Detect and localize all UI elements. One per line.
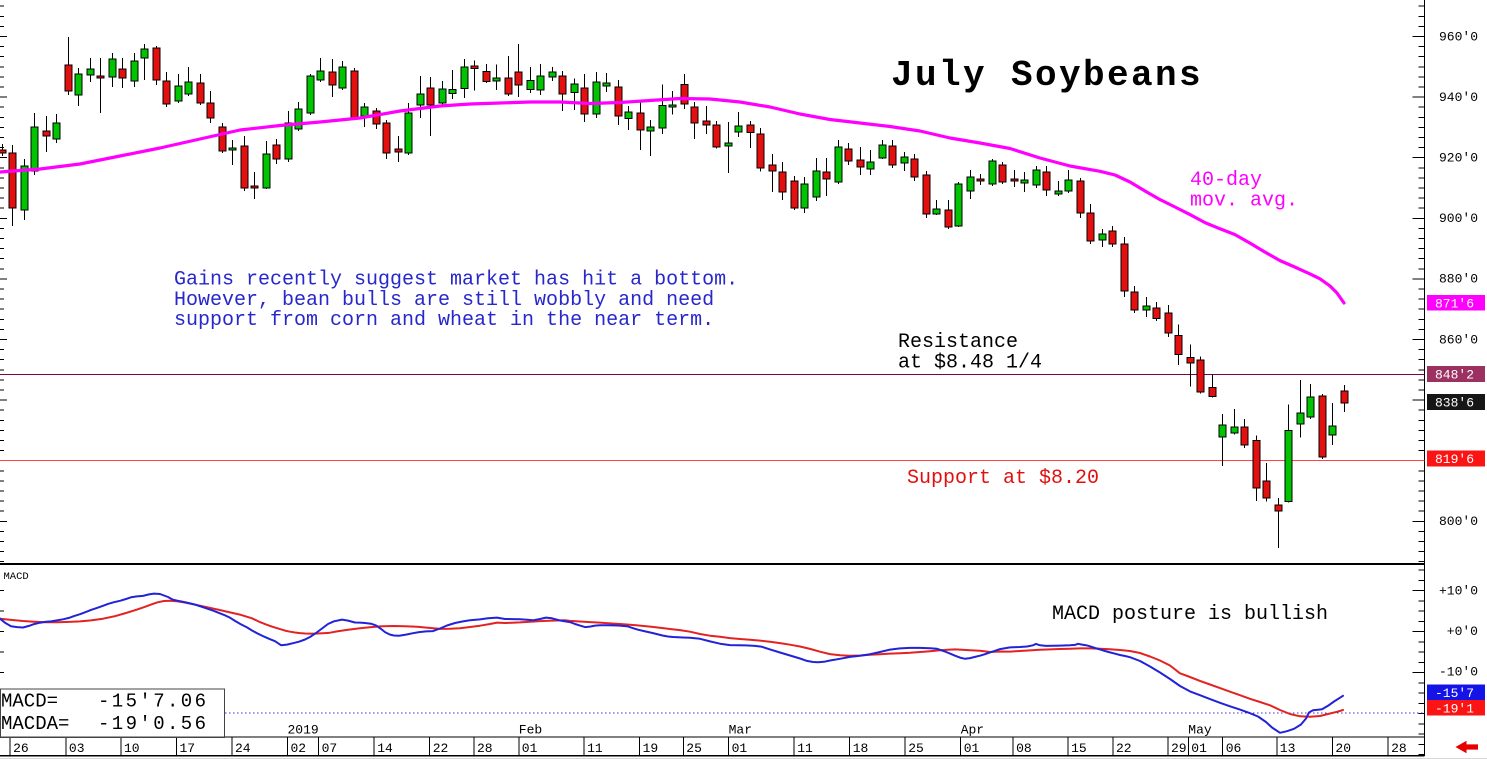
svg-text:920'0: 920'0 bbox=[1439, 151, 1478, 166]
svg-text:03: 03 bbox=[69, 741, 85, 756]
svg-text:+0'0: +0'0 bbox=[1447, 624, 1478, 639]
svg-text:11: 11 bbox=[797, 741, 813, 756]
svg-text:Mar: Mar bbox=[729, 723, 752, 738]
svg-text:22: 22 bbox=[1116, 741, 1132, 756]
svg-text:838'6: 838'6 bbox=[1435, 396, 1474, 411]
svg-text:-19'0.56: -19'0.56 bbox=[98, 713, 208, 735]
svg-text:900'0: 900'0 bbox=[1439, 211, 1478, 226]
svg-text:Gains recently suggest market: Gains recently suggest market has hit a … bbox=[174, 269, 738, 292]
svg-text:871'6: 871'6 bbox=[1435, 296, 1474, 311]
svg-text:at $8.48 1/4: at $8.48 1/4 bbox=[898, 351, 1042, 374]
svg-text:25: 25 bbox=[686, 741, 702, 756]
svg-text:MACD: MACD bbox=[4, 571, 29, 583]
svg-text:MACD posture is bullish: MACD posture is bullish bbox=[1052, 603, 1328, 626]
svg-text:819'6: 819'6 bbox=[1435, 452, 1474, 467]
svg-text:02: 02 bbox=[291, 741, 307, 756]
svg-text:11: 11 bbox=[587, 741, 603, 756]
svg-text:01: 01 bbox=[964, 741, 980, 756]
svg-text:Feb: Feb bbox=[519, 723, 542, 738]
svg-text:Apr: Apr bbox=[961, 723, 984, 738]
svg-text:May: May bbox=[1188, 723, 1212, 738]
svg-text:848'2: 848'2 bbox=[1435, 368, 1474, 383]
svg-text:01: 01 bbox=[1191, 741, 1207, 756]
svg-text:18: 18 bbox=[853, 741, 869, 756]
svg-text:15: 15 bbox=[1071, 741, 1087, 756]
svg-text:-15'7: -15'7 bbox=[1435, 686, 1474, 701]
svg-text:29: 29 bbox=[1171, 741, 1187, 756]
svg-text:20: 20 bbox=[1335, 741, 1351, 756]
svg-text:800'0: 800'0 bbox=[1439, 514, 1478, 529]
svg-text:01: 01 bbox=[732, 741, 748, 756]
svg-text:MACDA=: MACDA= bbox=[1, 713, 69, 735]
svg-text:2019: 2019 bbox=[288, 723, 319, 738]
svg-text:-15'7.06: -15'7.06 bbox=[98, 691, 208, 713]
svg-text:940'0: 940'0 bbox=[1439, 90, 1478, 105]
svg-text:Resistance: Resistance bbox=[898, 331, 1018, 354]
svg-text:13: 13 bbox=[1280, 741, 1296, 756]
svg-text:MACD=: MACD= bbox=[1, 691, 58, 713]
svg-text:07: 07 bbox=[322, 741, 338, 756]
svg-text:19: 19 bbox=[643, 741, 659, 756]
svg-text:880'0: 880'0 bbox=[1439, 272, 1478, 287]
svg-text:-10'0: -10'0 bbox=[1439, 664, 1478, 679]
svg-text:17: 17 bbox=[180, 741, 196, 756]
svg-text:01: 01 bbox=[522, 741, 538, 756]
svg-text:24: 24 bbox=[235, 741, 251, 756]
svg-text:26: 26 bbox=[13, 741, 29, 756]
svg-text:25: 25 bbox=[908, 741, 924, 756]
svg-text:However, bean bulls are still: However, bean bulls are still wobbly and… bbox=[174, 289, 714, 312]
svg-text:22: 22 bbox=[433, 741, 449, 756]
svg-text:support from corn and wheat in: support from corn and wheat in the near … bbox=[174, 309, 714, 332]
svg-text:14: 14 bbox=[377, 741, 393, 756]
svg-text:+10'0: +10'0 bbox=[1439, 583, 1478, 598]
svg-text:10: 10 bbox=[124, 741, 140, 756]
svg-text:960'0: 960'0 bbox=[1439, 29, 1478, 44]
svg-text:July Soybeans: July Soybeans bbox=[891, 55, 1203, 96]
svg-text:-19'1: -19'1 bbox=[1435, 701, 1474, 716]
svg-text:Support at $8.20: Support at $8.20 bbox=[907, 467, 1099, 490]
svg-text:40-day: 40-day bbox=[1190, 169, 1262, 192]
svg-text:08: 08 bbox=[1016, 741, 1032, 756]
svg-text:mov. avg.: mov. avg. bbox=[1190, 190, 1298, 213]
svg-text:860'0: 860'0 bbox=[1439, 332, 1478, 347]
svg-text:28: 28 bbox=[1391, 741, 1407, 756]
svg-text:28: 28 bbox=[477, 741, 493, 756]
svg-text:06: 06 bbox=[1226, 741, 1242, 756]
